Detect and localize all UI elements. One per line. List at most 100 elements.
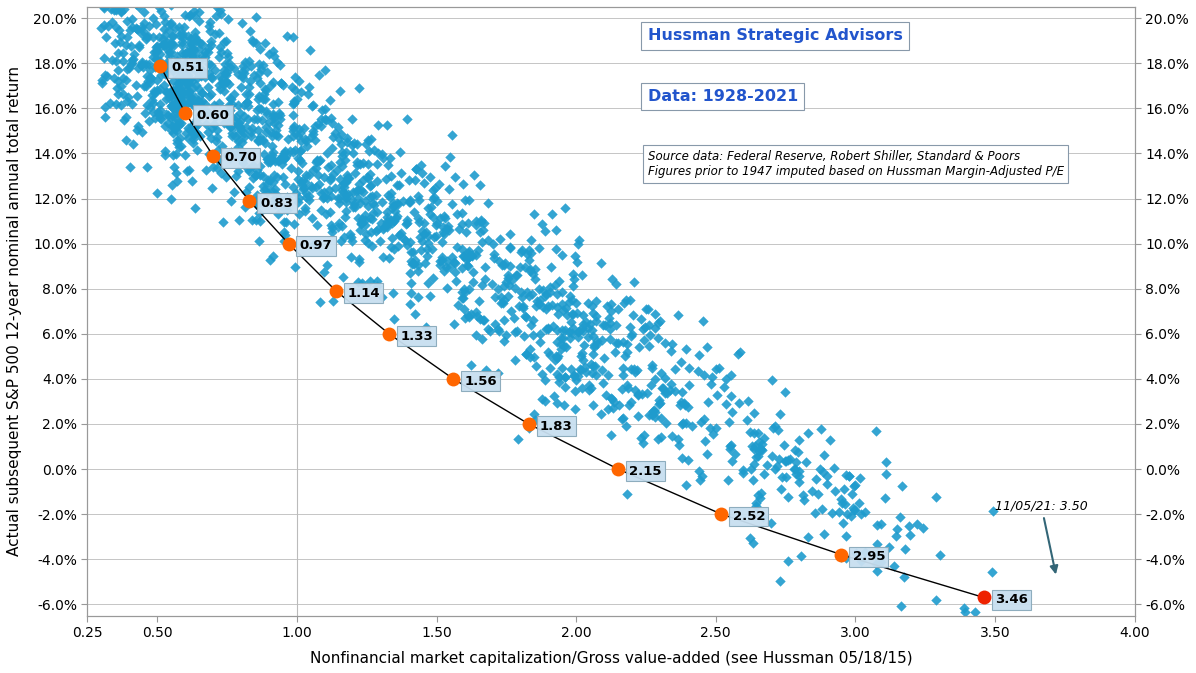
Point [177,166,196,177]
Point [147,46,166,57]
Point [831,551,850,562]
Point [249,94,268,105]
Point [472,237,492,248]
Point [547,336,566,347]
Point [462,359,481,370]
Point [286,187,305,198]
Point [94,1,114,11]
Point [556,203,575,213]
Point [216,69,236,80]
Point [146,42,165,53]
Point [403,258,422,269]
Point [483,279,502,290]
Point [256,106,275,116]
Point [144,32,163,43]
Point [305,135,324,146]
Point [157,87,176,98]
Point [100,97,120,108]
Point [517,349,536,359]
Point [720,444,739,455]
Point [172,37,191,48]
Point [283,31,303,42]
Point [242,127,261,137]
Point [187,127,206,138]
Point [163,99,182,110]
Point [144,98,163,108]
Point [474,315,493,326]
Point [303,100,322,110]
Point [764,423,783,434]
Point [352,213,371,224]
Point [616,421,635,431]
Point [185,50,205,61]
Point [793,489,812,500]
Point [321,95,340,106]
Point [176,100,195,110]
Point [323,295,342,306]
Point [187,144,206,155]
Point [643,404,663,415]
Point [520,266,539,277]
Point [183,133,202,144]
Point [420,172,439,182]
Point [382,170,401,181]
Point [248,190,267,201]
Point [234,100,254,110]
Point [279,134,298,145]
Point [236,122,255,133]
Point [361,180,380,190]
Point [257,67,276,77]
Point [275,230,294,241]
Point [413,167,432,178]
Point [111,6,130,17]
Point [752,444,771,455]
Point [316,113,335,124]
Point [172,81,191,92]
Point [173,95,193,106]
Point [185,122,205,133]
Point [303,126,322,137]
Point [129,40,148,50]
Point [431,213,450,223]
Point [930,550,950,561]
Point [636,322,655,332]
Point [213,74,232,85]
Point [779,454,798,465]
Point [331,129,350,139]
Point [179,10,199,21]
Point [214,86,233,97]
Point [584,349,603,359]
Point [361,168,380,179]
Point [140,115,159,126]
Point [777,456,797,466]
Point [416,321,435,332]
Point [246,11,266,22]
Point [385,215,404,226]
Point [499,273,518,283]
Point [849,497,868,508]
Point [315,187,334,198]
Point [96,102,115,112]
Point [165,23,184,34]
Text: 0.51: 0.51 [171,61,203,74]
Point [251,215,270,226]
Point [248,165,267,176]
Point [519,419,538,429]
Point [825,486,844,497]
Point [409,190,428,201]
Point [220,106,239,116]
Point [322,172,341,183]
Point [94,52,114,63]
Point [703,372,722,383]
Point [170,30,189,40]
Point [303,212,322,223]
Point [401,194,420,205]
Point [159,50,178,61]
Point [155,30,175,40]
Point [579,331,598,342]
Point [527,296,547,307]
Point [413,226,432,237]
Point [323,223,342,234]
Point [454,304,474,314]
Point [321,207,340,217]
